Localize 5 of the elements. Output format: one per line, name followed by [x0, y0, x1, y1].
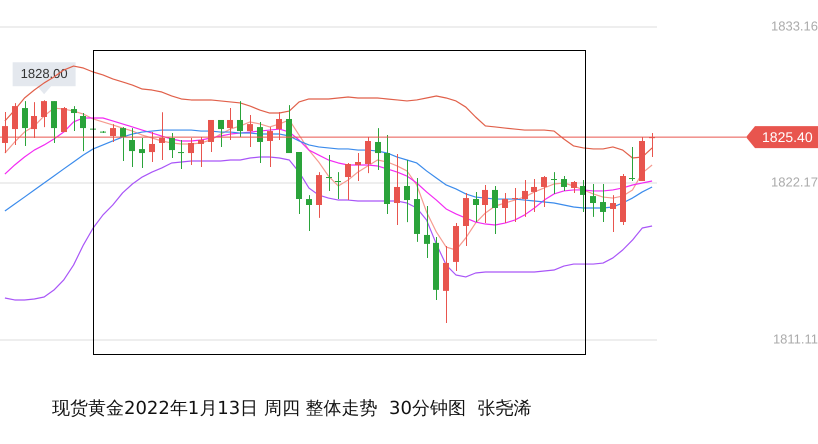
text: 现货黄金2022年1月13日 周四 整体走势 30分钟图 张尧浠 — [52, 397, 532, 420]
ref-line-label: 1825.40 — [762, 129, 813, 146]
y-tick-label: 1822.17 — [771, 174, 818, 190]
y-tick-label: 1833.16 — [771, 18, 818, 34]
y-tick-label: 1811.11 — [772, 332, 818, 347]
